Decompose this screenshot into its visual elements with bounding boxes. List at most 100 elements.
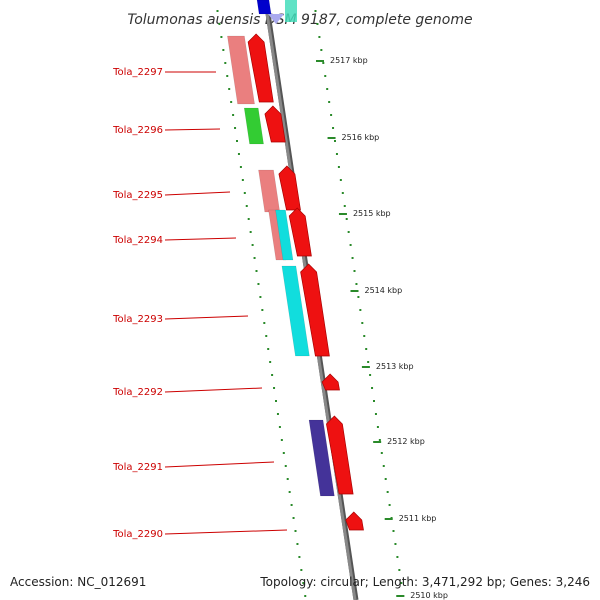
feature-block-navy bbox=[308, 419, 335, 497]
tick-dot-left bbox=[245, 205, 248, 207]
accession-text: Accession: NC_012691 bbox=[10, 575, 147, 589]
tick-dot-right bbox=[353, 270, 356, 272]
feature-arrow-lavender bbox=[268, 14, 284, 24]
tick-dot-right bbox=[334, 140, 336, 142]
gene-leader-line bbox=[164, 315, 249, 320]
tick-dot-left bbox=[276, 413, 279, 415]
tick-dot-left bbox=[261, 309, 264, 311]
kbp-tick bbox=[384, 518, 393, 520]
tick-dot-right bbox=[341, 192, 344, 194]
tick-dot-right bbox=[359, 309, 362, 311]
gene-label-tola-2290: Tola_2290 bbox=[112, 529, 163, 540]
tick-dot-left bbox=[220, 36, 223, 38]
tick-dot-left bbox=[300, 569, 303, 571]
tick-dot-left bbox=[288, 491, 291, 493]
tick-dot-right bbox=[351, 257, 354, 259]
tick-dot-left bbox=[284, 465, 287, 467]
tick-dot-left bbox=[249, 231, 252, 233]
gene-arrow bbox=[264, 105, 286, 143]
feature-block-pink bbox=[258, 169, 281, 213]
gene-label-tola-2297: Tola_2297 bbox=[112, 67, 163, 78]
tick-dot-left bbox=[259, 296, 262, 298]
tick-dot-right bbox=[326, 88, 329, 90]
gene-label-tola-2294: Tola_2294 bbox=[112, 235, 163, 246]
gene-label-tola-2295: Tola_2295 bbox=[112, 190, 163, 201]
feature-block-cyan bbox=[275, 209, 294, 261]
tick-dot-right bbox=[369, 374, 372, 376]
tick-dot-right bbox=[322, 62, 325, 64]
tick-dot-left bbox=[273, 387, 276, 389]
map-title: Tolumonas auensis DSM 9187, complete gen… bbox=[127, 12, 472, 28]
tick-dot-right bbox=[324, 75, 327, 77]
gene-arrow bbox=[278, 165, 301, 211]
tick-dot-right bbox=[386, 491, 389, 493]
gene-arrow bbox=[345, 511, 364, 531]
tick-dot-left bbox=[243, 192, 246, 194]
tick-dot-left bbox=[265, 335, 268, 337]
gene-leader-line bbox=[164, 529, 288, 535]
kbp-label: 2510 kbp bbox=[410, 591, 448, 600]
kbp-tick bbox=[396, 595, 405, 597]
tick-dot-right bbox=[365, 348, 368, 350]
tick-dot-left bbox=[290, 504, 293, 506]
tick-dot-left bbox=[271, 374, 274, 376]
tick-dot-right bbox=[373, 400, 375, 402]
feature-blocks bbox=[227, 0, 335, 497]
tick-dot-right bbox=[367, 361, 370, 363]
gene-arrow bbox=[288, 207, 312, 257]
gene-leader-line bbox=[164, 128, 221, 131]
tick-dot-left bbox=[257, 283, 260, 285]
kbp-label: 2515 kbp bbox=[353, 209, 391, 218]
tick-dot-right bbox=[374, 413, 377, 415]
gene-leader-line bbox=[164, 461, 275, 468]
tick-dot-left bbox=[304, 595, 307, 597]
gene-arrow bbox=[326, 415, 354, 495]
tick-dot-right bbox=[339, 179, 342, 181]
kbp-tick bbox=[373, 441, 382, 443]
tick-dot-right bbox=[388, 504, 391, 506]
tick-dot-right bbox=[371, 387, 374, 389]
tick-dot-right bbox=[316, 23, 319, 25]
tick-dot-left bbox=[226, 75, 229, 77]
tick-dot-left bbox=[302, 582, 305, 584]
tick-dot-left bbox=[216, 10, 219, 12]
tick-dot-right bbox=[330, 114, 333, 116]
gene-labels: Tola_2297 Tola_2296 Tola_2295 Tola_2294 Tola… bbox=[112, 67, 288, 540]
tick-dot-right bbox=[382, 465, 385, 467]
tick-dot-right bbox=[384, 478, 387, 480]
tick-dot-right bbox=[363, 335, 366, 337]
tick-dot-right bbox=[394, 543, 397, 545]
tick-dot-right bbox=[332, 127, 335, 129]
tick-dot-left bbox=[237, 153, 240, 155]
tick-dot-left bbox=[234, 127, 237, 129]
tick-dot-left bbox=[294, 530, 297, 532]
tick-dot-right bbox=[380, 452, 383, 454]
tick-dot-left bbox=[280, 439, 283, 441]
tick-dot-right bbox=[361, 322, 364, 324]
feature-block-pink bbox=[227, 35, 255, 105]
kbp-tick bbox=[350, 290, 359, 292]
feature-block-blue bbox=[256, 0, 272, 15]
gene-arrows bbox=[247, 33, 364, 531]
feature-block-green bbox=[243, 107, 264, 145]
kbp-label: 2513 kbp bbox=[376, 362, 414, 371]
tick-dot-right bbox=[398, 569, 401, 571]
tick-dot-right bbox=[335, 153, 338, 155]
tick-dot-right bbox=[328, 101, 331, 103]
gene-label-tola-2292: Tola_2292 bbox=[112, 387, 163, 398]
tick-dot-right bbox=[349, 244, 352, 246]
tick-marks bbox=[216, 10, 405, 597]
tick-dot-right bbox=[337, 166, 340, 168]
tick-dot-right bbox=[378, 439, 381, 441]
gene-label-tola-2293: Tola_2293 bbox=[112, 314, 163, 325]
kbp-label: 2512 kbp bbox=[387, 437, 425, 446]
tick-dot-left bbox=[228, 88, 231, 90]
gene-arrow bbox=[321, 373, 340, 391]
gene-leader-line bbox=[164, 237, 237, 241]
tick-dot-left bbox=[222, 49, 225, 51]
tick-dot-right bbox=[347, 231, 350, 233]
genome-summary-text: Topology: circular; Length: 3,471,292 bp… bbox=[260, 575, 590, 589]
tick-dot-left bbox=[255, 270, 258, 272]
gene-leader-line bbox=[164, 387, 263, 393]
gene-arrow bbox=[300, 263, 330, 357]
